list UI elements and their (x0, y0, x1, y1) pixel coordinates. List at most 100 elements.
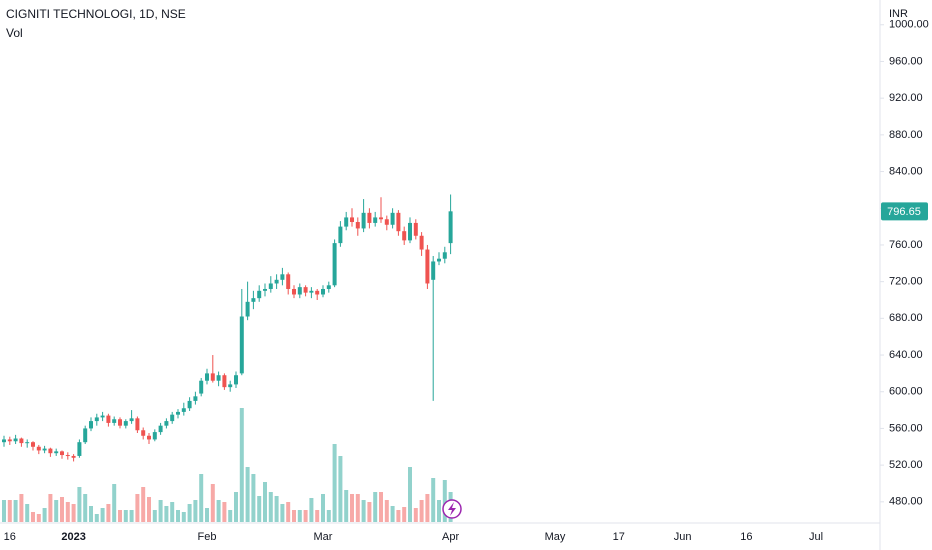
volume-bar (303, 510, 308, 522)
volume-bar (419, 500, 424, 522)
volume-label: Vol (6, 26, 23, 40)
volume-bar (147, 497, 151, 522)
volume-bar (193, 500, 198, 522)
candle-body (112, 419, 117, 423)
volume-bar (384, 500, 389, 522)
volume-bar (309, 498, 314, 522)
volume-bar (437, 500, 441, 522)
candle-body (100, 415, 105, 418)
volume-bar (350, 494, 354, 522)
volume-bar (234, 492, 238, 522)
candle-body (321, 288, 325, 295)
candle-body (326, 285, 331, 289)
candle-body (379, 217, 383, 220)
candle-body (158, 425, 163, 433)
alert-icon[interactable] (442, 499, 462, 519)
x-tick-label: Mar (314, 531, 333, 543)
x-tick-label: 17 (613, 531, 625, 543)
candle-body (152, 432, 157, 440)
last-price-box (881, 202, 928, 221)
candle-body (36, 446, 41, 451)
x-tick-label: Feb (198, 531, 217, 543)
y-tick-label: 760.00 (889, 239, 923, 251)
y-tick-label: 600.00 (889, 386, 923, 398)
y-tick-label: 680.00 (889, 312, 923, 324)
candle-body (19, 438, 24, 444)
volume-bar (199, 474, 204, 522)
volume-bar (251, 474, 256, 522)
y-tick-label: 840.00 (889, 165, 923, 177)
volume-bar (170, 502, 175, 522)
volume-bar (129, 510, 134, 522)
candle-body (135, 418, 140, 431)
candle-body (48, 448, 53, 454)
volume-bar (431, 478, 436, 522)
currency-backdrop (882, 0, 932, 40)
chart-title: CIGNITI TECHNOLOGI, 1D, NSE (6, 7, 186, 21)
volume-bar (187, 504, 192, 522)
candle-body (274, 279, 279, 284)
volume-bar (297, 510, 302, 522)
volume-bar (36, 514, 41, 522)
candle-body (25, 442, 30, 444)
candle-body (65, 455, 70, 457)
volume-bar (77, 487, 82, 522)
candle-body (315, 290, 320, 295)
volume-bar (13, 500, 18, 522)
volume-bar (164, 506, 169, 522)
y-tick-label: 1000.00 (889, 19, 929, 31)
volume-bar (71, 504, 76, 522)
candle-body (344, 217, 349, 227)
candle-body (263, 288, 267, 291)
x-tick-label: May (545, 531, 566, 543)
volume-bar (321, 494, 325, 522)
x-tick-label: Jul (809, 531, 823, 543)
candle-body (234, 375, 238, 385)
candle-body (31, 442, 35, 447)
y-tick-label: 480.00 (889, 496, 923, 508)
volume-bar (396, 510, 401, 522)
candle-body (141, 430, 146, 436)
candle-body (187, 400, 192, 409)
candle-body (239, 316, 244, 374)
volume-bar (100, 508, 105, 522)
volume-bar (425, 494, 430, 522)
candle-body (268, 283, 273, 289)
candle-body (280, 274, 285, 280)
candle-body (60, 451, 64, 456)
candle-body (147, 435, 151, 440)
volume-bar (361, 500, 366, 522)
candle-body (332, 243, 337, 286)
candle-body (303, 287, 308, 293)
volume-bar (326, 510, 331, 522)
candle-body (442, 252, 447, 259)
candle-body (164, 421, 169, 426)
volume-bar (89, 506, 93, 522)
volume-bar (239, 408, 244, 522)
volume-bar (123, 510, 128, 522)
y-tick-label: 880.00 (889, 129, 923, 141)
candle-body (367, 212, 372, 223)
candle-body (181, 408, 186, 412)
candle-body (83, 428, 88, 443)
candle-body (338, 226, 343, 244)
candle-body (431, 261, 436, 280)
volume-bar (205, 508, 209, 522)
candle-body (425, 249, 430, 284)
volume-bar (7, 500, 12, 522)
alert-bolt[interactable] (448, 502, 456, 516)
volume-bar (152, 510, 157, 522)
volume-bar (48, 494, 53, 522)
volume-bar (373, 492, 378, 522)
volume-bar (280, 504, 285, 522)
volume-bar (54, 500, 59, 522)
volume-bar (315, 510, 320, 522)
candle-body (245, 301, 250, 317)
volume-bar (176, 510, 180, 522)
volume-bar (274, 496, 279, 522)
volume-bar (141, 487, 146, 522)
candle-body (355, 222, 360, 229)
volume-bar (413, 508, 418, 522)
